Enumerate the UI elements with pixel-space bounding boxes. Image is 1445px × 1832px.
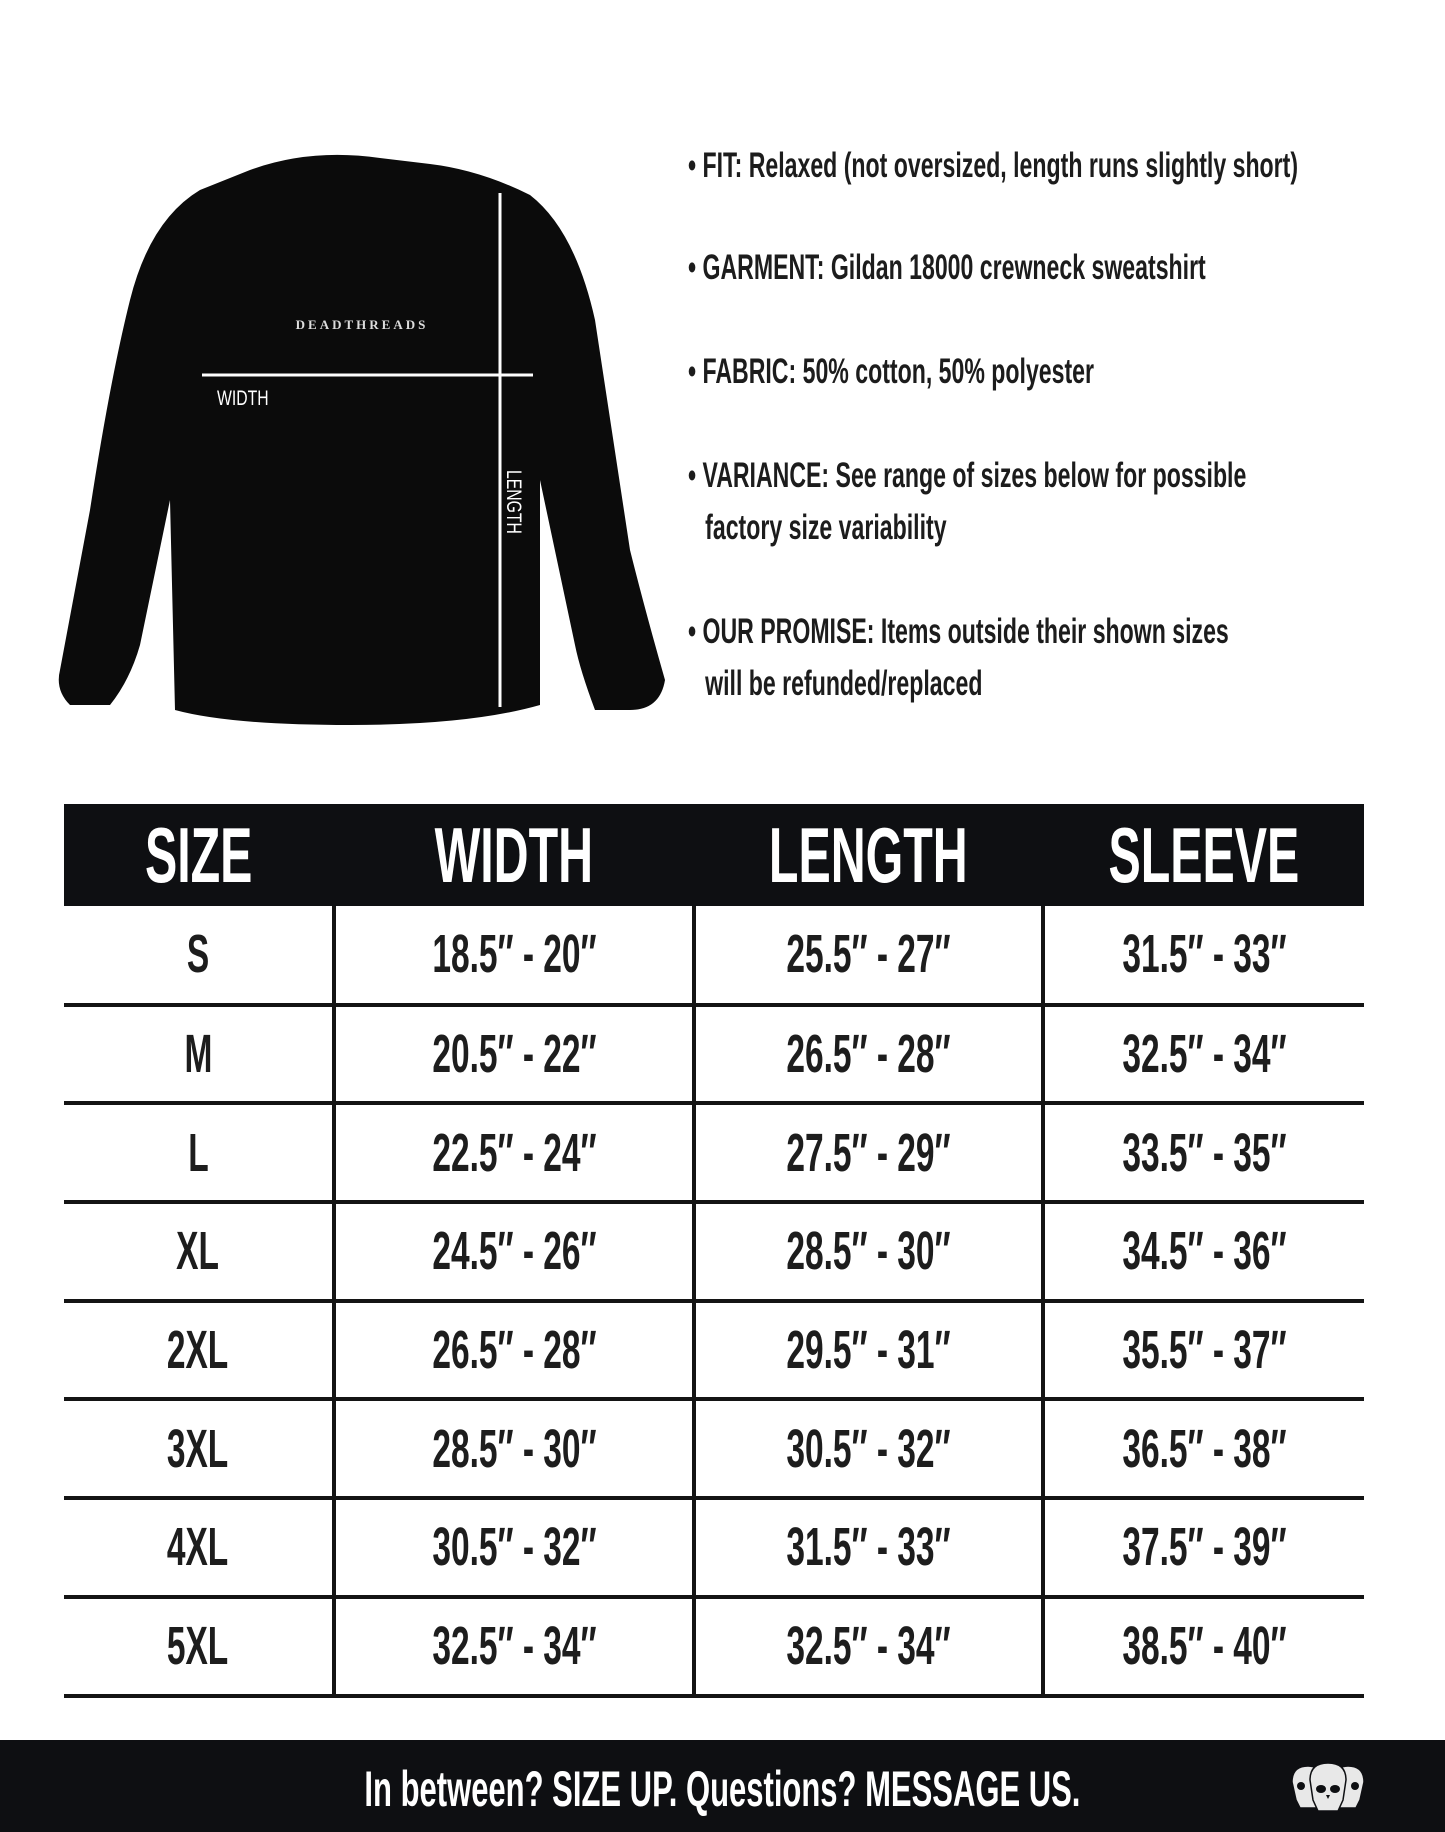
detail-fabric: • FABRIC: 50% cotton, 50% polyester (688, 352, 1095, 391)
header-sleeve: SLEEVE (1043, 804, 1364, 906)
table-row: S 18.5″ - 20″ 25.5″ - 27″ 31.5″ - 33″ (64, 906, 1364, 1007)
cell-length: 26.5″ - 28″ (692, 1004, 1043, 1106)
table-row: 3XL 28.5″ - 30″ 30.5″ - 32″ 36.5″ - 38″ (64, 1399, 1364, 1501)
width-label: WIDTH (217, 386, 269, 410)
cell-length: 25.5″ - 27″ (692, 906, 1043, 1007)
cell-width: 30.5″ - 32″ (332, 1498, 694, 1599)
header-length: LENGTH (694, 804, 1043, 906)
brand-print: DEADTHREADS (296, 317, 429, 332)
cell-sleeve: 35.5″ - 37″ (1041, 1300, 1364, 1402)
footer-bar: In between? SIZE UP. Questions? MESSAGE … (0, 1740, 1445, 1832)
cell-width: 32.5″ - 34″ (332, 1596, 694, 1698)
cell-width: 20.5″ - 22″ (332, 1004, 694, 1106)
cell-length: 27.5″ - 29″ (692, 1103, 1043, 1205)
cell-size: 2XL (64, 1300, 334, 1402)
cell-size: L (64, 1103, 334, 1205)
size-chart-table: SIZE WIDTH LENGTH SLEEVE S 18.5″ - 20″ 25.… (64, 804, 1364, 1698)
cell-sleeve: 31.5″ - 33″ (1041, 906, 1364, 1007)
cell-width: 26.5″ - 28″ (332, 1300, 694, 1402)
sweatshirt-diagram: DEADTHREADS WIDTH LENGTH (58, 154, 665, 725)
table-header-row: SIZE WIDTH LENGTH SLEEVE (64, 804, 1364, 906)
cell-width: 18.5″ - 20″ (332, 906, 694, 1007)
cell-width: 22.5″ - 24″ (332, 1103, 694, 1205)
cell-size: S (64, 906, 334, 1007)
detail-garment: • GARMENT: Gildan 18000 crewneck sweatsh… (688, 248, 1206, 287)
three-skulls-logo-icon (1291, 1762, 1365, 1812)
cell-size: XL (64, 1202, 334, 1303)
cell-sleeve: 34.5″ - 36″ (1041, 1202, 1364, 1303)
cell-size: M (64, 1004, 334, 1106)
table-row: 2XL 26.5″ - 28″ 29.5″ - 31″ 35.5″ - 37″ (64, 1300, 1364, 1402)
cell-sleeve: 36.5″ - 38″ (1041, 1399, 1364, 1501)
cell-size: 5XL (64, 1596, 334, 1698)
cell-width: 28.5″ - 30″ (332, 1399, 694, 1501)
footer-message: In between? SIZE UP. Questions? MESSAGE … (364, 1761, 1081, 1817)
cell-size: 3XL (64, 1399, 334, 1501)
cell-length: 31.5″ - 33″ (692, 1498, 1043, 1599)
cell-sleeve: 37.5″ - 39″ (1041, 1498, 1364, 1599)
detail-fit: • FIT: Relaxed (not oversized, length ru… (688, 146, 1299, 185)
header-width: WIDTH (334, 804, 694, 906)
sweatshirt-shape (58, 154, 665, 725)
detail-promise: • OUR PROMISE: Items outside their shown… (688, 612, 1229, 703)
length-label: LENGTH (502, 470, 526, 534)
cell-length: 28.5″ - 30″ (692, 1202, 1043, 1303)
table-row: M 20.5″ - 22″ 26.5″ - 28″ 32.5″ - 34″ (64, 1004, 1364, 1106)
cell-sleeve: 38.5″ - 40″ (1041, 1596, 1364, 1698)
detail-variance: • VARIANCE: See range of sizes below for… (688, 456, 1247, 547)
cell-length: 32.5″ - 34″ (692, 1596, 1043, 1698)
cell-length: 30.5″ - 32″ (692, 1399, 1043, 1501)
cell-width: 24.5″ - 26″ (332, 1202, 694, 1303)
table-row: L 22.5″ - 24″ 27.5″ - 29″ 33.5″ - 35″ (64, 1103, 1364, 1205)
table-row: 5XL 32.5″ - 34″ 32.5″ - 34″ 38.5″ - 40″ (64, 1596, 1364, 1698)
table-row: 4XL 30.5″ - 32″ 31.5″ - 33″ 37.5″ - 39″ (64, 1498, 1364, 1599)
cell-sleeve: 33.5″ - 35″ (1041, 1103, 1364, 1205)
cell-size: 4XL (64, 1498, 334, 1599)
cell-sleeve: 32.5″ - 34″ (1041, 1004, 1364, 1106)
table-row: XL 24.5″ - 26″ 28.5″ - 30″ 34.5″ - 36″ (64, 1202, 1364, 1303)
header-size: SIZE (64, 804, 334, 906)
cell-length: 29.5″ - 31″ (692, 1300, 1043, 1402)
